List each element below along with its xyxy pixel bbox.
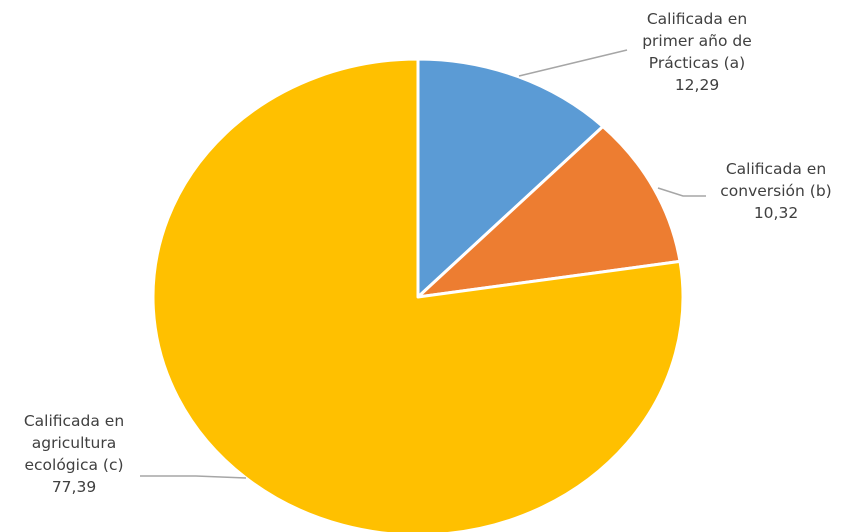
pie-slice-2	[416, 125, 682, 299]
leader-line-1	[518, 49, 628, 77]
data-label-category: Calificada en	[726, 160, 826, 178]
data-label-category: agricultura	[32, 434, 116, 452]
data-labels: Calificada en primer año de Prácticas (a) 1…	[24, 10, 832, 496]
data-label-category: primer año de	[642, 32, 752, 50]
data-label-category: ecológica (c)	[24, 456, 123, 474]
data-label-2: Calificada en conversión (b) 10,32	[720, 160, 831, 222]
pie-slices	[151, 57, 685, 532]
data-label-category: Prácticas (a)	[649, 54, 745, 72]
data-label-value: 77,39	[52, 478, 96, 496]
data-label-1: Calificada en primer año de Prácticas (a) 1…	[642, 10, 752, 94]
data-label-category: conversión (b)	[720, 182, 831, 200]
data-label-value: 10,32	[754, 204, 798, 222]
leader-lines	[140, 49, 706, 479]
data-label-3: Calificada en agricultura ecológica (c) 77,…	[24, 412, 124, 496]
data-label-category: Calificada en	[24, 412, 124, 430]
data-label-category: Calificada en	[647, 10, 747, 28]
pie-slice-1	[416, 57, 605, 299]
leader-line-3	[140, 475, 247, 479]
leader-line-2	[657, 187, 706, 197]
data-label-value: 12,29	[675, 76, 719, 94]
